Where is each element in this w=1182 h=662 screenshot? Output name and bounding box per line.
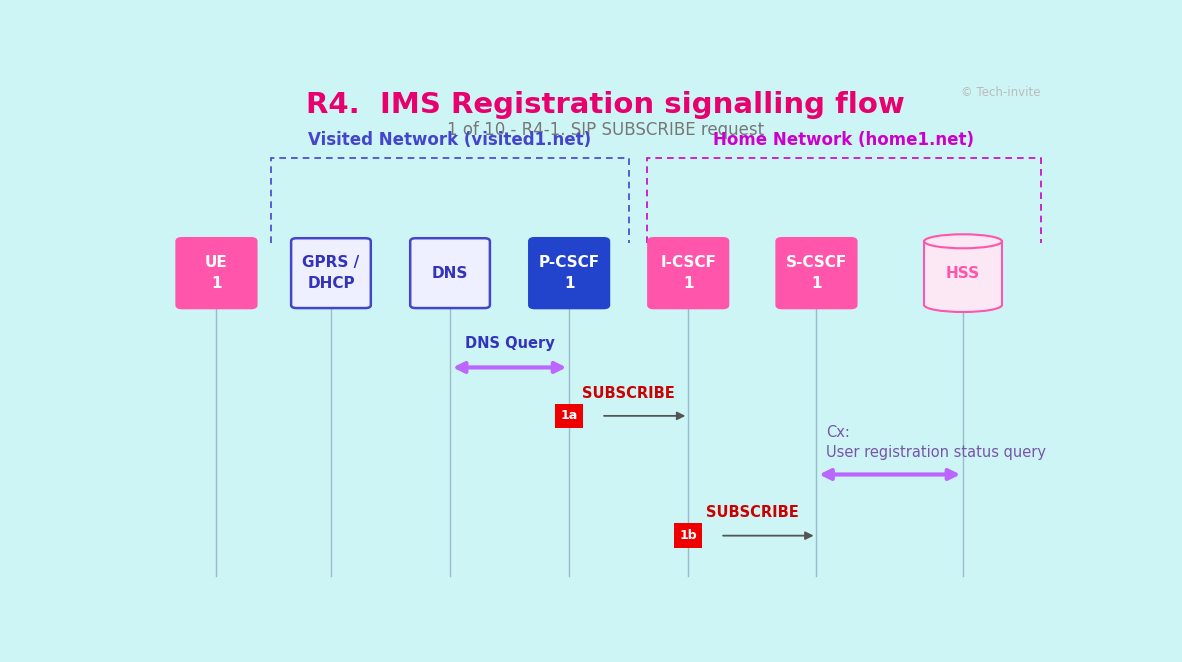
FancyBboxPatch shape — [291, 238, 371, 308]
Bar — [924, 241, 1002, 305]
FancyBboxPatch shape — [176, 238, 256, 308]
Text: HSS: HSS — [946, 265, 980, 281]
Text: UE
1: UE 1 — [206, 255, 228, 291]
Text: S-CSCF
1: S-CSCF 1 — [786, 255, 847, 291]
Text: © Tech-invite: © Tech-invite — [961, 85, 1041, 99]
Text: SUBSCRIBE: SUBSCRIBE — [583, 385, 675, 401]
FancyBboxPatch shape — [777, 238, 856, 308]
Text: Home Network (home1.net): Home Network (home1.net) — [714, 131, 974, 149]
Bar — [926, 241, 1001, 305]
Text: DNS Query: DNS Query — [465, 336, 554, 351]
Ellipse shape — [924, 298, 1002, 312]
Text: 1 of 10 - R4-1. SIP SUBSCRIBE request: 1 of 10 - R4-1. SIP SUBSCRIBE request — [447, 121, 765, 140]
Bar — [675, 524, 702, 548]
Text: DNS: DNS — [431, 265, 468, 281]
Text: R4.  IMS Registration signalling flow: R4. IMS Registration signalling flow — [306, 91, 905, 119]
Bar — [556, 404, 583, 428]
Text: 1a: 1a — [560, 409, 578, 422]
FancyBboxPatch shape — [649, 238, 728, 308]
FancyBboxPatch shape — [410, 238, 489, 308]
Text: SUBSCRIBE: SUBSCRIBE — [706, 505, 799, 520]
Text: GPRS /
DHCP: GPRS / DHCP — [303, 255, 359, 291]
FancyBboxPatch shape — [530, 238, 609, 308]
Text: Visited Network (visited1.net): Visited Network (visited1.net) — [309, 131, 592, 149]
Text: 1b: 1b — [680, 529, 697, 542]
Text: I-CSCF
1: I-CSCF 1 — [661, 255, 716, 291]
Text: Cx:
User registration status query: Cx: User registration status query — [825, 426, 1046, 460]
Ellipse shape — [924, 234, 1002, 248]
Text: P-CSCF
1: P-CSCF 1 — [539, 255, 599, 291]
